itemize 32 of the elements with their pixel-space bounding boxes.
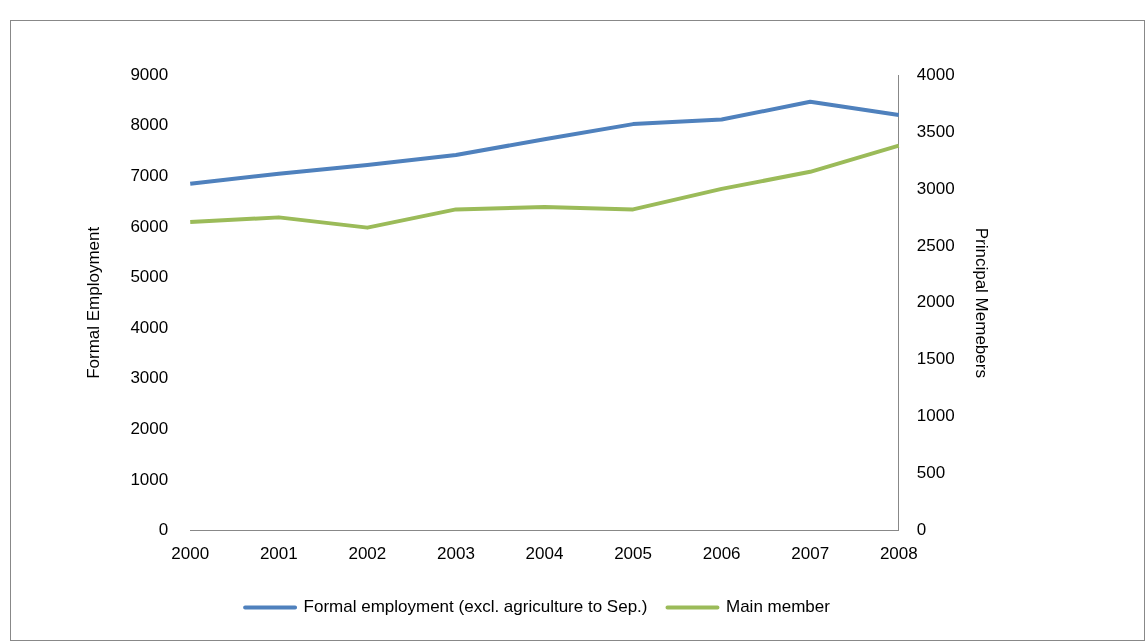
- x-tick-label: 2001: [259, 544, 298, 564]
- y2-tick-label: 1500: [916, 349, 955, 369]
- x-tick-label: 2000: [171, 544, 210, 564]
- y-tick-label: 9000: [130, 64, 169, 84]
- legend-label: Main member: [725, 597, 831, 617]
- y-tick-label: 0: [158, 520, 169, 540]
- y2-tick-label: 3000: [916, 178, 955, 198]
- y2-tick-label: 4000: [916, 64, 955, 84]
- x-tick-label: 2008: [879, 544, 918, 564]
- y2-tick-label: 2500: [916, 235, 955, 255]
- y-tick-label: 4000: [130, 317, 169, 337]
- x-tick-label: 2006: [702, 544, 741, 564]
- y-tick-label: 1000: [130, 469, 169, 489]
- x-tick-label: 2002: [348, 544, 387, 564]
- legend-label: Formal employment (excl. agriculture to Sep.): [303, 597, 648, 617]
- y-tick-label: 5000: [130, 267, 169, 287]
- y2-tick-label: 2000: [916, 292, 955, 312]
- x-tick-label: 2005: [614, 544, 652, 564]
- y2-tick-label: 0: [916, 520, 927, 540]
- y-tick-label: 2000: [130, 419, 169, 439]
- y2-tick-label: 500: [916, 463, 946, 483]
- y2-axis-title: Principal Memebers: [972, 227, 992, 378]
- y2-tick-label: 3500: [916, 121, 955, 141]
- y-tick-label: 6000: [130, 216, 169, 236]
- y2-tick-label: 1000: [916, 406, 955, 426]
- x-tick-label: 2003: [437, 544, 475, 564]
- y-axis-title: Formal Employment: [83, 226, 103, 379]
- y-tick-label: 7000: [130, 165, 169, 185]
- x-tick-label: 2004: [525, 544, 564, 564]
- x-tick-label: 2007: [791, 544, 830, 564]
- y-tick-label: 8000: [130, 115, 169, 135]
- y-tick-label: 3000: [130, 368, 169, 388]
